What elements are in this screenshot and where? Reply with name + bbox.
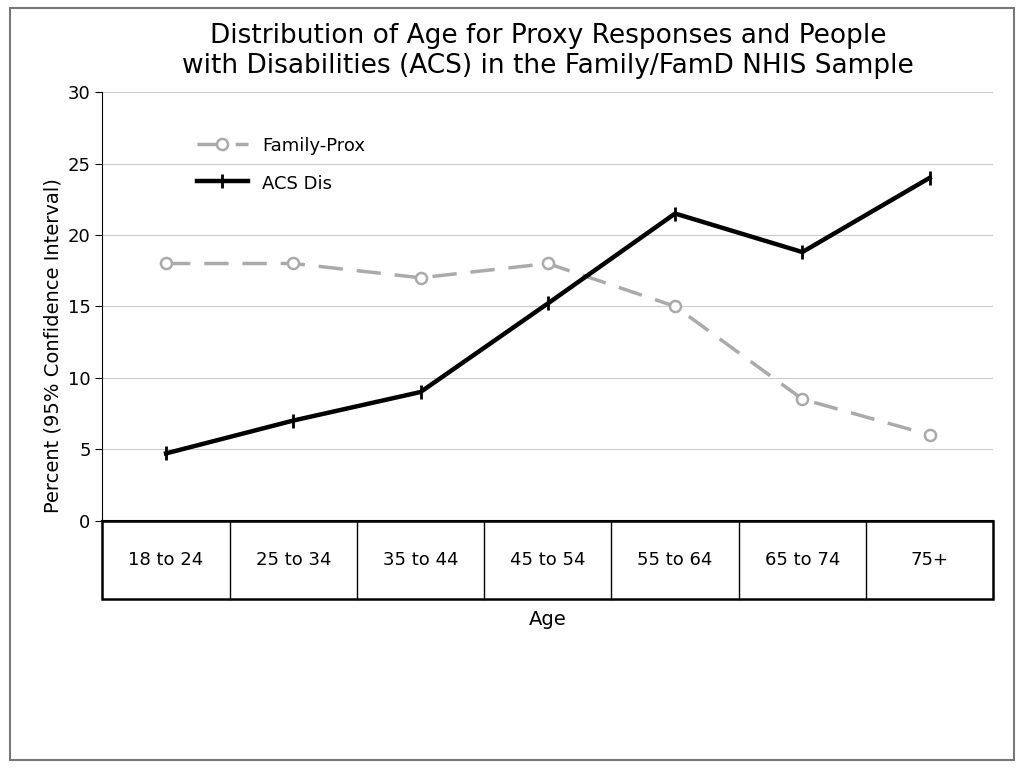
- Family-Prox: [542, 259, 554, 268]
- Family-Prox: [287, 259, 299, 268]
- Text: 75+: 75+: [910, 551, 948, 569]
- Family-Prox: [924, 430, 936, 439]
- Title: Distribution of Age for Proxy Responses and People
with Disabilities (ACS) in th: Distribution of Age for Proxy Responses …: [182, 23, 913, 78]
- Text: 55 to 64: 55 to 64: [637, 551, 713, 569]
- Text: 65 to 74: 65 to 74: [765, 551, 840, 569]
- Family-Prox: [415, 273, 427, 283]
- ACS Dis: [415, 387, 427, 396]
- ACS Dis: [287, 416, 299, 425]
- ACS Dis: [797, 247, 809, 257]
- Text: 45 to 54: 45 to 54: [510, 551, 586, 569]
- Line: Family-Prox: Family-Prox: [161, 258, 935, 440]
- Bar: [102, 521, 993, 599]
- Line: ACS Dis: ACS Dis: [159, 171, 937, 460]
- Text: 25 to 34: 25 to 34: [256, 551, 331, 569]
- Y-axis label: Percent (95% Confidence Interval): Percent (95% Confidence Interval): [43, 178, 62, 513]
- ACS Dis: [924, 174, 936, 183]
- Text: 18 to 24: 18 to 24: [128, 551, 204, 569]
- ACS Dis: [669, 209, 681, 218]
- Text: 35 to 44: 35 to 44: [383, 551, 459, 569]
- Family-Prox: [160, 259, 172, 268]
- Family-Prox: [669, 302, 681, 311]
- Text: Age: Age: [529, 611, 566, 630]
- Family-Prox: [797, 395, 809, 404]
- ACS Dis: [160, 449, 172, 458]
- Legend: Family-Prox, ACS Dis: Family-Prox, ACS Dis: [182, 121, 380, 207]
- ACS Dis: [542, 299, 554, 308]
